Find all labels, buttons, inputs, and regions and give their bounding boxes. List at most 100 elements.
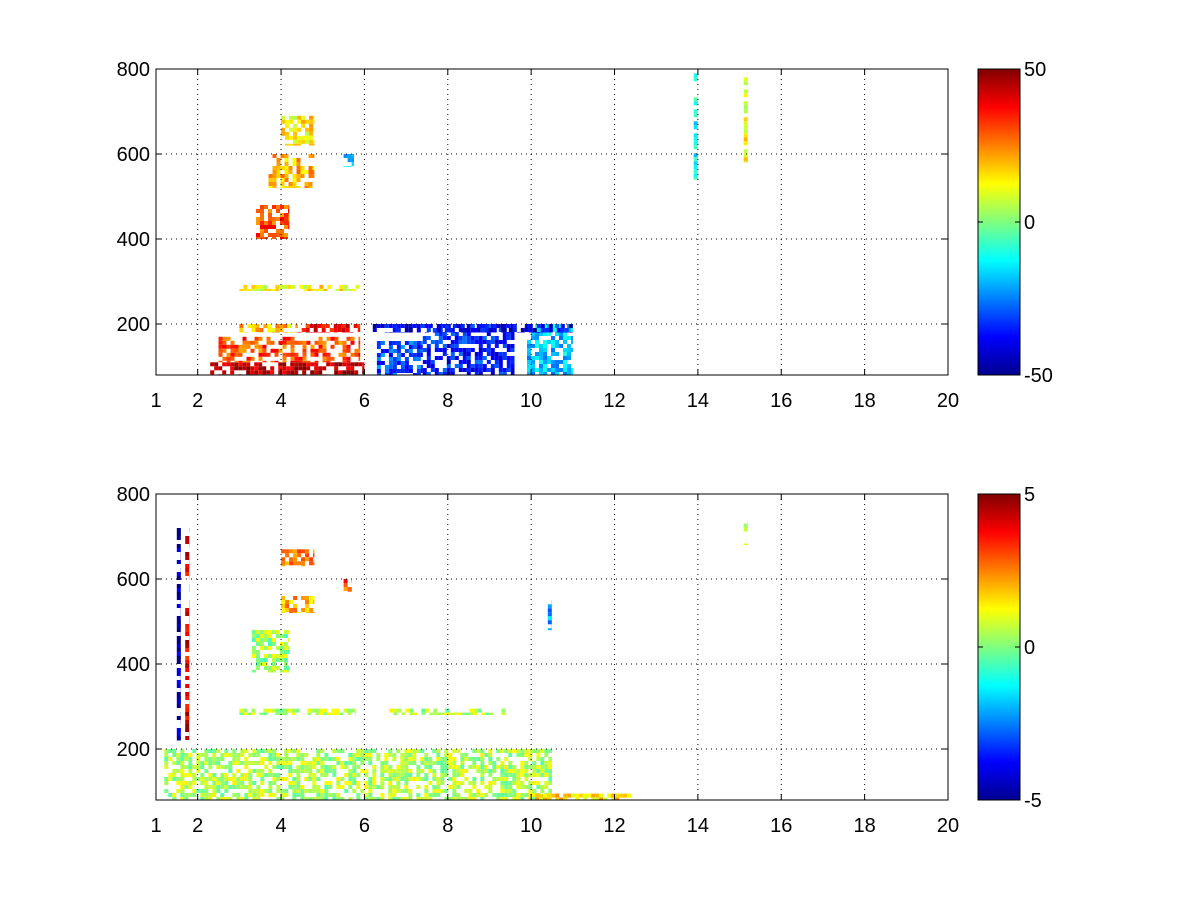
heatmap-cell: [344, 773, 349, 777]
heatmap-cell: [496, 757, 501, 761]
heatmap-cell: [258, 344, 263, 349]
heatmap-cell: [743, 105, 748, 110]
heatmap-cell: [305, 131, 310, 136]
heatmap-cell: [571, 793, 576, 798]
heatmap-cell: [180, 761, 185, 765]
heatmap-cell: [422, 360, 427, 364]
heatmap-cell: [454, 336, 459, 340]
heatmap-cell: [364, 781, 369, 785]
heatmap-cell: [488, 773, 493, 777]
heatmap-cell: [279, 658, 284, 662]
heatmap-cell: [266, 352, 271, 357]
heatmap-cell: [478, 348, 483, 352]
heatmap-cell: [506, 348, 511, 352]
heatmap-cell: [334, 336, 339, 341]
heatmap-cell: [693, 137, 698, 142]
heatmap-cell: [340, 765, 345, 769]
heatmap-cell: [204, 749, 209, 753]
heatmap-cell: [284, 213, 288, 217]
y-tick-label: 600: [117, 144, 150, 166]
heatmap-cell: [478, 368, 483, 372]
heatmap-cell: [230, 340, 235, 345]
heatmap-cell: [376, 365, 381, 369]
heatmap-cell: [464, 769, 469, 773]
heatmap-cell: [280, 178, 285, 182]
heatmap-cell: [376, 357, 381, 361]
heatmap-cell: [474, 364, 479, 368]
heatmap-cell: [396, 749, 401, 753]
heatmap-cell: [267, 670, 272, 673]
heatmap-cell: [228, 769, 233, 773]
heatmap-cell: [551, 372, 555, 375]
heatmap-cell: [248, 793, 253, 797]
heatmap-cell: [380, 793, 385, 797]
heatmap-cell: [292, 757, 297, 761]
heatmap-cell: [539, 797, 544, 800]
heatmap-cell: [460, 781, 465, 785]
heatmap-cell: [271, 328, 276, 332]
heatmap-cell: [284, 174, 289, 178]
heatmap-cell: [282, 360, 287, 363]
heatmap-cell: [432, 761, 437, 765]
heatmap-cell: [564, 332, 569, 333]
heatmap-cell: [212, 773, 217, 777]
heatmap-cell: [396, 773, 401, 777]
heatmap-cell: [539, 372, 543, 375]
x-tick-label: 10: [520, 390, 542, 412]
heatmap-cell: [480, 761, 485, 765]
heatmap-cell: [551, 360, 555, 364]
heatmap-cell: [372, 797, 377, 800]
heatmap-cell: [251, 712, 256, 715]
heatmap-cell: [466, 336, 471, 340]
heatmap-cell: [560, 328, 565, 332]
heatmap-cell: [316, 793, 321, 797]
heatmap-cell: [342, 348, 347, 353]
heatmap-cell: [264, 225, 268, 229]
heatmap-cell: [516, 785, 521, 789]
heatmap-cell: [293, 127, 298, 132]
heatmap-cell: [283, 634, 288, 638]
heatmap-cell: [527, 340, 531, 344]
heatmap-cell: [430, 368, 435, 372]
heatmap-cell: [176, 620, 181, 624]
heatmap-cell: [309, 143, 314, 146]
heatmap-cell: [356, 797, 361, 800]
heatmap-cell: [283, 658, 288, 662]
heatmap-cell: [296, 178, 301, 182]
heatmap-cell: [457, 712, 462, 715]
heatmap-cell: [296, 749, 301, 753]
heatmap-cell: [313, 127, 315, 132]
heatmap-cell: [476, 769, 481, 773]
heatmap-cell: [400, 757, 405, 761]
heatmap-cell: [544, 785, 549, 789]
heatmap-cell: [220, 797, 225, 800]
heatmap-cell: [510, 356, 515, 360]
heatmap-cell: [230, 344, 235, 349]
heatmap-cell: [296, 186, 301, 188]
heatmap-cell: [285, 549, 290, 554]
heatmap-cell: [176, 789, 181, 793]
heatmap-cell: [579, 793, 584, 798]
heatmap-cell: [176, 576, 181, 580]
x-axis: 1 2 4 6 8 10 12 14 16 18 20: [150, 494, 959, 837]
heatmap-cell: [362, 370, 365, 375]
heatmap-cell: [506, 368, 511, 372]
heatmap-cell: [280, 217, 284, 221]
heatmap-cell: [332, 757, 337, 761]
heatmap-cell: [440, 769, 445, 773]
heatmap-cell: [342, 370, 347, 375]
heatmap-cell: [260, 781, 265, 785]
heatmap-cell: [528, 793, 533, 797]
heatmap-cell: [693, 97, 698, 102]
heatmap-cell: [301, 328, 306, 332]
heatmap-cell: [396, 369, 401, 373]
heatmap-cell: [743, 89, 748, 94]
heatmap-cell: [314, 352, 319, 357]
x-tick-label: 20: [937, 390, 959, 412]
heatmap-cell: [337, 328, 342, 332]
heatmap-cell: [271, 658, 276, 662]
heatmap-cell: [260, 757, 265, 761]
heatmap-cell: [280, 233, 284, 237]
heatmap-cell: [260, 793, 265, 797]
heatmap-cell: [444, 773, 449, 777]
